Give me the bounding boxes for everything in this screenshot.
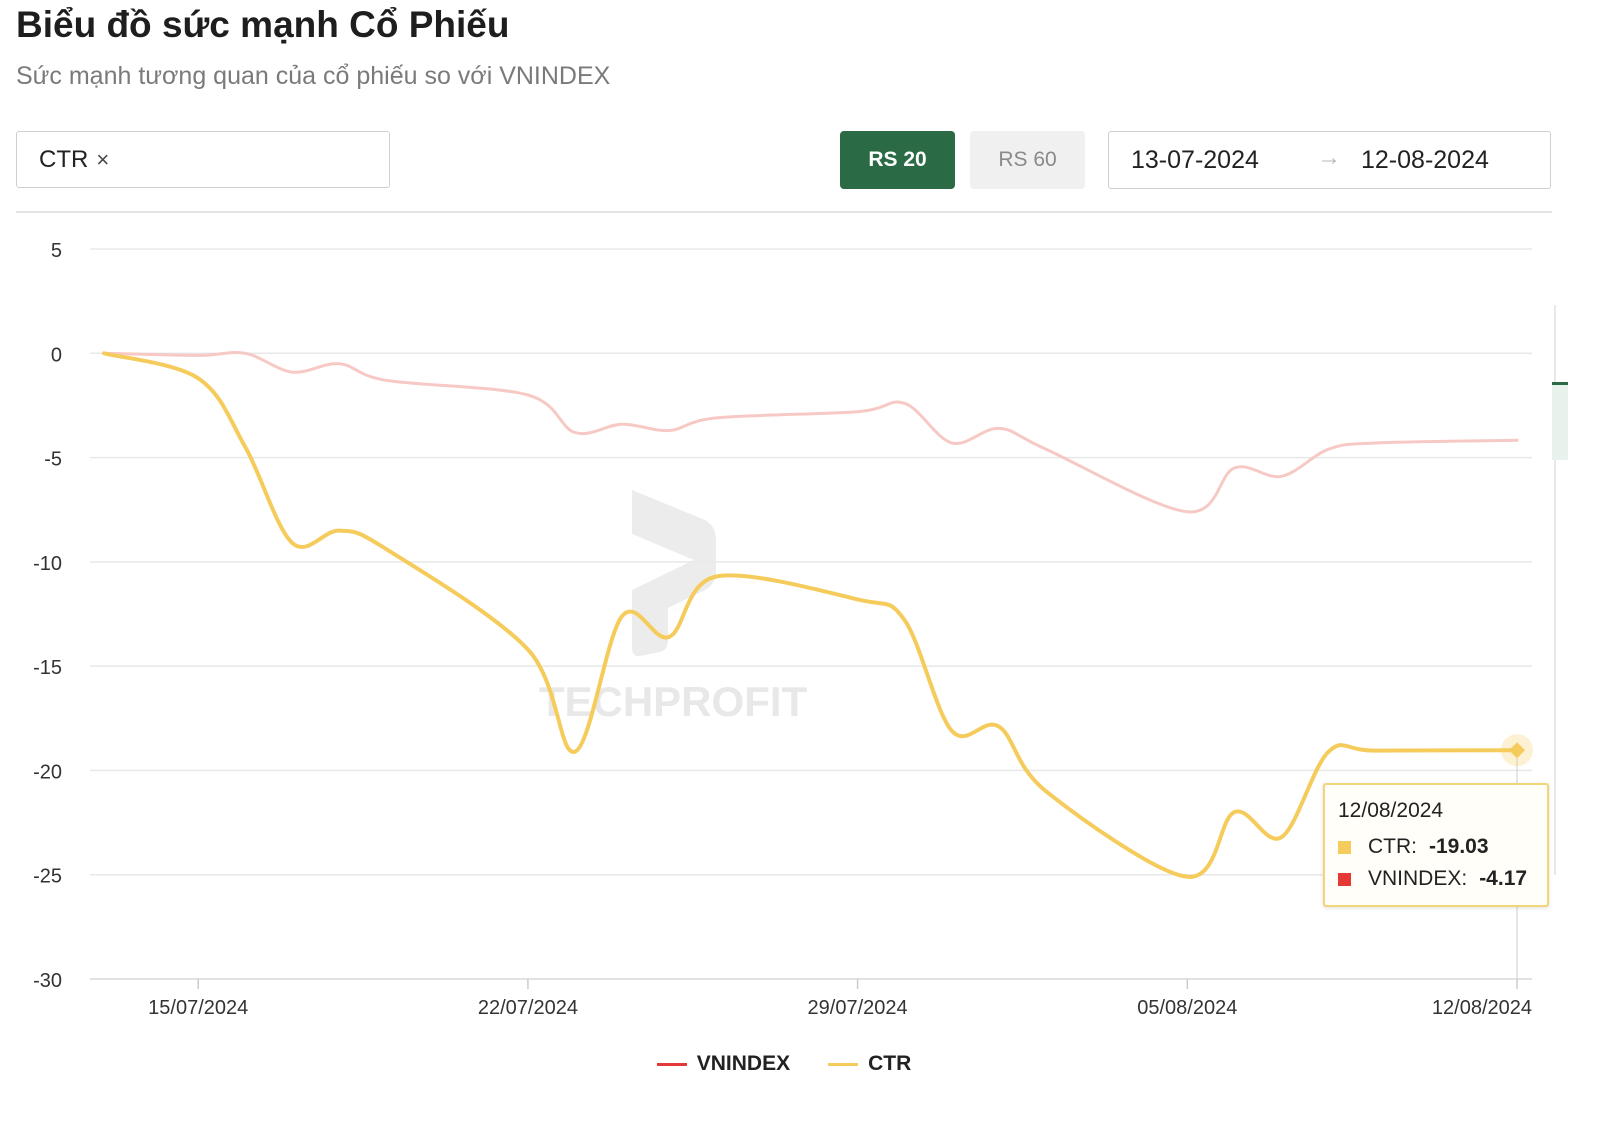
chart-scrollbar[interactable]: [1552, 305, 1568, 875]
watermark-layer: TECHPROFIT: [539, 490, 808, 725]
legend-swatch-vnindex: [656, 1062, 687, 1066]
y-tick-label: 5: [51, 240, 62, 262]
tooltip-swatch-vnindex: [1338, 872, 1351, 886]
tooltip-row-vnindex: VNINDEX: -4.17: [1338, 867, 1527, 891]
tooltip-vnindex-label: VNINDEX:: [1368, 867, 1468, 890]
series-line-ctr: [102, 351, 1519, 879]
date-range-picker[interactable]: 13-07-2024 → 12-08-2024: [1108, 131, 1551, 189]
date-start-input[interactable]: 13-07-2024: [1131, 146, 1259, 174]
hover-point-marker: [1509, 742, 1525, 759]
x-tick-label: 12/08/2024: [1432, 997, 1532, 1019]
watermark-logo-icon: [632, 490, 716, 657]
y-tick-label: -10: [33, 553, 62, 575]
tooltip-swatch-ctr: [1338, 840, 1351, 854]
series-layer: [102, 350, 1519, 879]
x-tick-label: 29/07/2024: [808, 997, 908, 1019]
x-tick-label: 05/08/2024: [1137, 997, 1237, 1019]
y-tick-label: -5: [44, 449, 62, 471]
y-tick-label: 0: [51, 344, 62, 366]
legend-item-ctr[interactable]: CTR: [828, 1052, 911, 1076]
x-tick-label: 22/07/2024: [478, 997, 578, 1019]
legend-item-vnindex[interactable]: VNINDEX: [656, 1052, 791, 1076]
close-icon[interactable]: ×: [96, 146, 110, 172]
date-end-input[interactable]: 12-08-2024: [1361, 146, 1489, 174]
watermark-text: TECHPROFIT: [539, 678, 808, 725]
y-tick-label: -20: [33, 761, 62, 783]
header-divider: [16, 211, 1552, 213]
chart-legend: VNINDEX CTR: [0, 1052, 1568, 1076]
legend-swatch-ctr: [828, 1062, 859, 1066]
tooltip-date: 12/08/2024: [1338, 799, 1444, 822]
tooltip-vnindex-value: -4.17: [1479, 867, 1528, 890]
rs20-button[interactable]: RS 20: [840, 131, 955, 189]
y-tick-label: -15: [33, 657, 62, 679]
y-tick-label: -25: [33, 866, 62, 888]
tooltip-ctr-value: -19.03: [1429, 835, 1489, 858]
page-subtitle: Sức mạnh tương quan của cổ phiếu so với …: [16, 62, 611, 90]
rs60-button[interactable]: RS 60: [970, 131, 1085, 189]
ticker-select[interactable]: CTR ×: [16, 131, 390, 188]
tooltip-ctr-label: CTR:: [1368, 835, 1417, 858]
grid-layer: 5 0 -5 -10 -15 -20 -25 -30 15/07/2024 22/07/2024 2…: [33, 240, 1532, 1019]
ticker-tag-label: CTR: [39, 145, 89, 173]
series-line-vnindex: [102, 350, 1519, 514]
x-tick-label: 15/07/2024: [148, 997, 248, 1019]
legend-label-ctr: CTR: [868, 1052, 912, 1075]
arrow-right-icon: →: [1317, 144, 1341, 171]
tooltip-row-ctr: CTR: -19.03: [1338, 835, 1489, 859]
chart-tooltip: 12/08/2024 CTR: -19.03 VNINDEX: -4.17: [1323, 783, 1549, 907]
legend-label-vnindex: VNINDEX: [696, 1052, 791, 1075]
y-tick-label: -30: [33, 970, 62, 992]
page-title: Biểu đồ sức mạnh Cổ Phiếu: [16, 4, 510, 45]
